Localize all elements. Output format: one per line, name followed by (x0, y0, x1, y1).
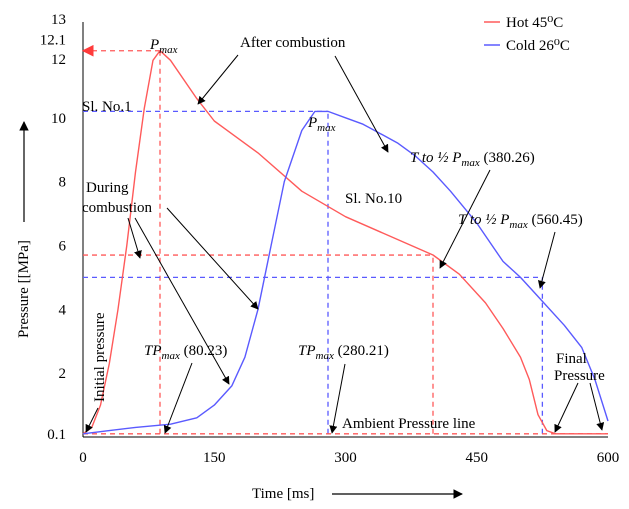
pmax-hot-label: Pmax (149, 37, 178, 56)
initial-pressure-arrow (85, 407, 99, 433)
tpmax-hot-label: TPmax (80.23) (144, 343, 227, 362)
y-tick-label-1: 2 (59, 366, 67, 382)
series-line-hot (82, 50, 608, 435)
after-combustion-arrow-cold (334, 55, 389, 153)
final-pressure-label-2: Pressure (554, 368, 605, 384)
tpmax-cold-arrow (329, 363, 346, 434)
series-line-cold (82, 110, 609, 435)
after-combustion-label: After combustion (240, 35, 346, 51)
t-half-hot-label: T to ½ Pmax (380.26) (410, 150, 535, 169)
after-combustion-arrow-hot (197, 54, 239, 105)
x-tick-label-1: 150 (203, 450, 226, 466)
legend-label-cold: Cold 26⁰C (506, 38, 570, 54)
sl-no-10-label: Sl. No.10 (345, 191, 402, 207)
series-group (82, 50, 609, 435)
legend-box (477, 10, 619, 60)
tick-labels: 0 150 300 450 600 0.1 2 4 6 8 10 12 12.1 13 (40, 12, 620, 466)
y-tick-label-0: 0.1 (47, 427, 66, 443)
y-tick-label-5: 10 (51, 111, 66, 127)
reference-lines (81, 44, 608, 435)
y-axis-label: Pressure [[MPa] (16, 240, 32, 338)
x-tick-label-3: 450 (466, 450, 489, 466)
x-tick-label-4: 600 (597, 450, 620, 466)
tpmax-cold-label: TPmax (280.21) (298, 343, 389, 362)
y-tick-label-2: 4 (59, 302, 67, 318)
pmax-cold-label: Pmax (307, 115, 336, 134)
annotations: Pmax Pmax After combustion Sl. No.1 Sl. … (82, 35, 605, 434)
t-half-cold-arrow (537, 231, 556, 289)
final-pressure-label-1: Final (556, 351, 587, 367)
final-pressure-arrow-1 (554, 382, 579, 433)
legend: Hot 45⁰C Cold 26⁰C (477, 10, 619, 60)
final-pressure-arrow-2 (589, 382, 605, 431)
y-tick-label-3: 6 (59, 238, 67, 254)
y-tick-label-6: 12 (51, 52, 66, 68)
t-half-cold-label: T to ½ Pmax (560.45) (458, 212, 583, 231)
t-half-hot-arrow (439, 169, 491, 269)
during-combustion-arrow-2 (134, 217, 230, 385)
ambient-pressure-label: Ambient Pressure line (342, 416, 476, 432)
initial-pressure-label: Initial pressure (92, 312, 108, 402)
sl-no-1-label: Sl. No.1 (82, 99, 132, 115)
legend-label-hot: Hot 45⁰C (506, 15, 563, 31)
during-combustion-arrow-1 (127, 217, 142, 259)
during-combustion-arrow-3 (166, 207, 259, 310)
during-combustion-label: During (86, 180, 129, 196)
x-tick-label-2: 300 (334, 450, 357, 466)
y-tick-label-7: 12.1 (40, 33, 66, 49)
during-combustion-label-2: combustion (82, 200, 152, 216)
y-tick-label-4: 8 (59, 175, 67, 191)
y-tick-label-8: 13 (51, 12, 66, 28)
x-axis-label: Time [ms] (252, 486, 314, 502)
tpmax-hot-arrow (163, 362, 193, 434)
x-tick-label-0: 0 (79, 450, 87, 466)
